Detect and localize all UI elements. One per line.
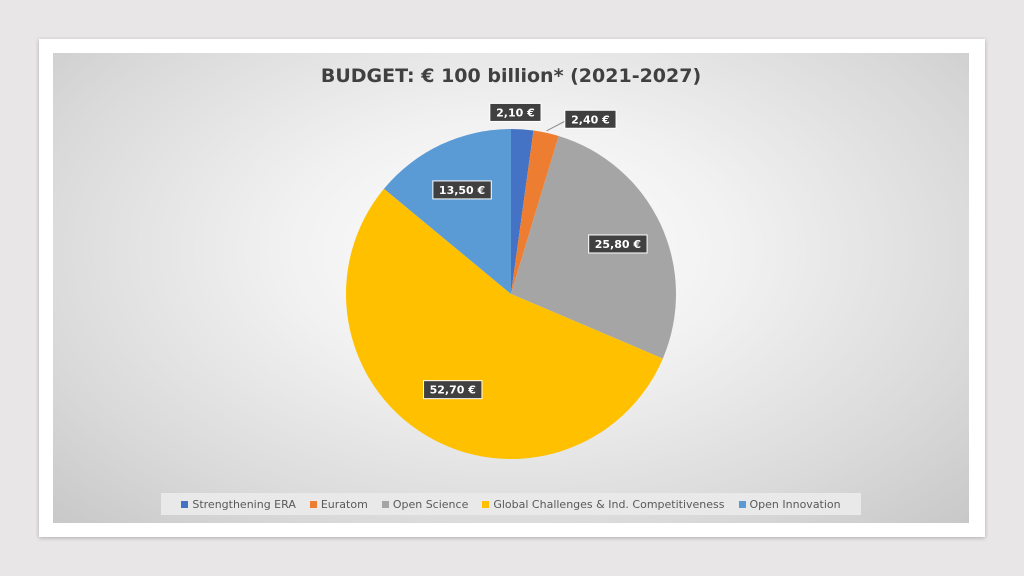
leader-line [546,120,566,132]
pie-slice-open-innovation [383,129,511,294]
data-label: 52,70 € [423,380,483,400]
data-label: 2,10 € [489,102,542,122]
legend-label: Strengthening ERA [192,497,296,511]
legend-item: Open Innovation [738,497,841,511]
data-label-text: 52,70 € [430,384,476,397]
data-label-text: 2,10 € [496,106,535,119]
pie-slice-strengthening-era [511,129,534,294]
legend-swatch [738,500,746,508]
legend-swatch [482,500,490,508]
legend-item: Strengthening ERA [181,498,296,511]
data-label-text: 25,80 € [595,238,641,251]
pie-chart: 2,10 € 2,40 € 25,80 € 52,70 € 13,50 € [346,102,676,459]
legend-item: Global Challenges & Ind. Competitiveness [482,497,725,511]
data-label: 2,40 € [564,109,617,129]
legend-label: Open Science [392,497,469,511]
slide-frame: BUDGET: € 100 billion* (2021-2027) 2,10 … [39,39,985,537]
pie-slice-euratom [511,130,559,294]
legend-swatch [309,500,317,508]
legend-label: Global Challenges & Ind. Competitiveness [493,497,725,511]
legend-item: Euratom [309,497,368,511]
data-label-text: 2,40 € [571,113,610,126]
legend-swatch [381,500,389,508]
chart-title: BUDGET: € 100 billion* (2021-2027) [320,65,702,87]
legend-swatch [181,500,189,508]
legend-label: Open Innovation [749,497,841,511]
legend-label: Euratom [320,497,368,511]
data-label-text: 13,50 € [439,184,485,197]
chart-area: BUDGET: € 100 billion* (2021-2027) 2,10 … [53,53,969,523]
chart-legend: Strengthening ERA Euratom Open Science Glob… [161,493,861,515]
data-label: 13,50 € [432,180,492,200]
legend-item: Open Science [381,497,469,511]
data-label: 25,80 € [588,234,648,254]
